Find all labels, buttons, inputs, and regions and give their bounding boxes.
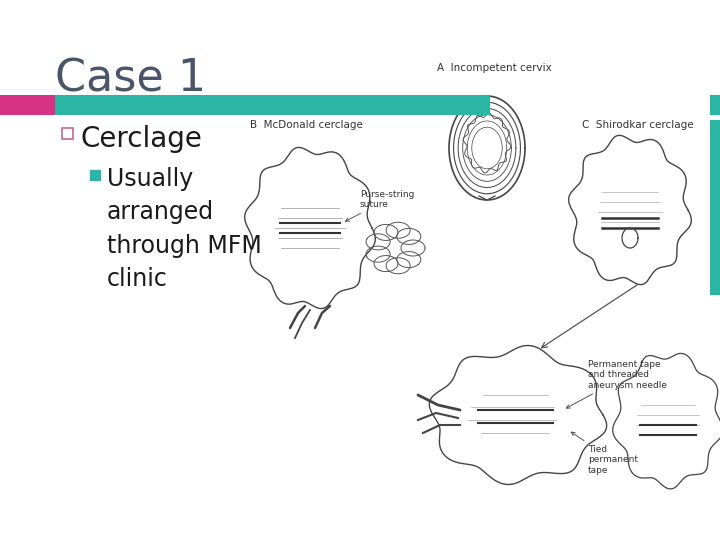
Text: Cerclage: Cerclage xyxy=(80,125,202,153)
Bar xyxy=(90,170,100,180)
Bar xyxy=(710,95,720,115)
Text: Usually
arranged
through MFM
clinic: Usually arranged through MFM clinic xyxy=(107,167,262,292)
Bar xyxy=(62,128,73,139)
Bar xyxy=(0,95,55,115)
Text: A  Incompetent cervix: A Incompetent cervix xyxy=(437,63,552,73)
Text: B  McDonald cerclage: B McDonald cerclage xyxy=(250,120,363,130)
Text: Tied
permanent
tape: Tied permanent tape xyxy=(571,432,638,475)
Bar xyxy=(55,95,490,115)
Text: Case 1: Case 1 xyxy=(55,58,206,101)
Bar xyxy=(710,120,720,295)
Text: Purse-string
suture: Purse-string suture xyxy=(346,190,415,221)
Text: C  Shirodkar cerclage: C Shirodkar cerclage xyxy=(582,120,693,130)
Text: Permanent tape
and threaded
aneurysm needle: Permanent tape and threaded aneurysm nee… xyxy=(567,360,667,408)
